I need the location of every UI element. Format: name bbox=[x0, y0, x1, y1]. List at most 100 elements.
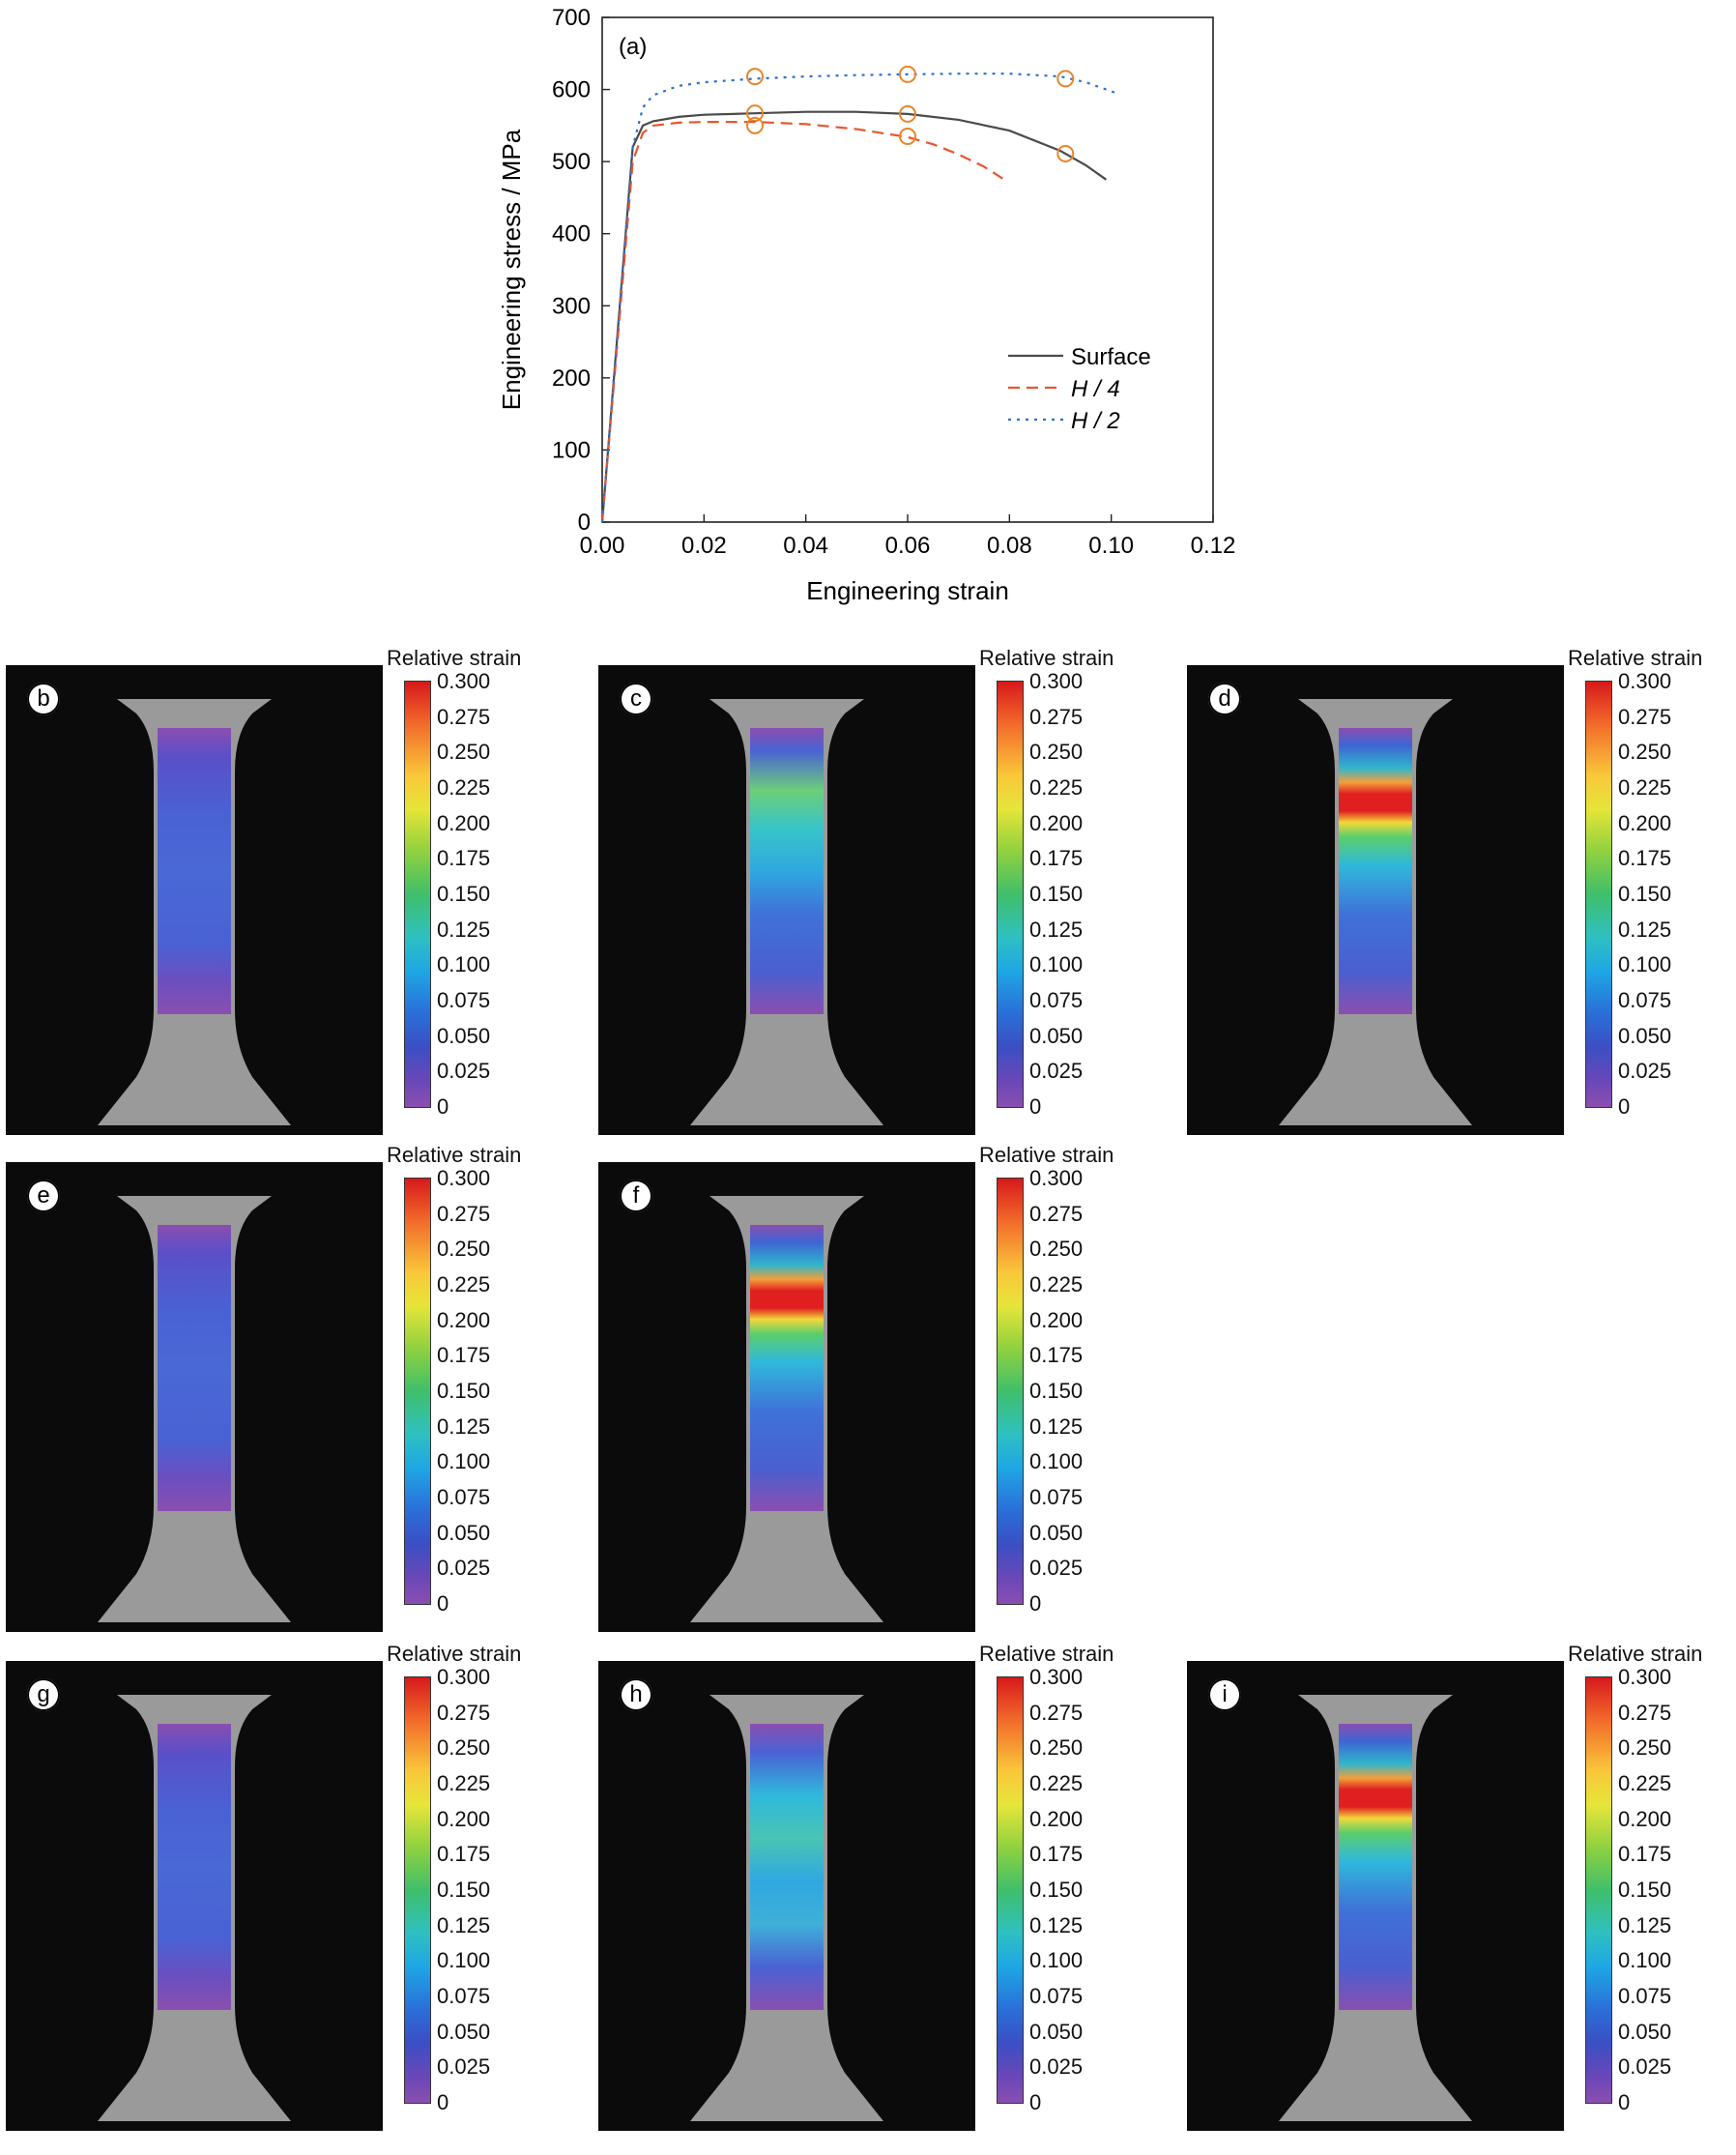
strain-map-panel: g bbox=[6, 1661, 383, 2131]
colorbar-tick-label: 0.050 bbox=[437, 1520, 491, 1545]
specimen-image bbox=[690, 1196, 883, 1622]
series-line-2 bbox=[600, 121, 1005, 523]
chart-panel-label: (a) bbox=[619, 34, 647, 60]
y-tick-label: 0 bbox=[578, 510, 591, 536]
strain-field bbox=[750, 728, 824, 1014]
specimen-image bbox=[690, 1695, 883, 2121]
axis-ticks: 0.00 0.02 0.04 0.06 0.08 0.10 0.12 0 100 200 300 40… bbox=[552, 5, 1235, 559]
colorbar-tick-label: 0.200 bbox=[1029, 1806, 1084, 1831]
colorbar-gradient bbox=[404, 1676, 431, 2104]
colorbar-gradient bbox=[404, 1178, 431, 1605]
panel-label: b bbox=[27, 683, 60, 715]
colorbar-tick-label: 0 bbox=[1029, 2090, 1042, 2114]
strain-field bbox=[158, 728, 231, 1014]
colorbar-tick-label: 0 bbox=[1029, 1591, 1042, 1616]
colorbar-tick-label: 0.075 bbox=[437, 1485, 491, 1509]
colorbar-title: Relative strain bbox=[979, 646, 1114, 670]
specimen-image bbox=[690, 699, 883, 1125]
colorbar-tick-label: 0.225 bbox=[437, 775, 491, 800]
strain-map-panel: b bbox=[6, 665, 383, 1135]
colorbar-gradient bbox=[404, 681, 431, 1108]
colorbar-tick-label: 0.150 bbox=[437, 1379, 491, 1403]
strain-field bbox=[158, 1724, 231, 2010]
colorbar-tick-label: 0 bbox=[1618, 2090, 1631, 2114]
colorbar-tick-label: 0.175 bbox=[1029, 846, 1084, 871]
panel-label: d bbox=[1208, 683, 1241, 715]
colorbar-tick-label: 0 bbox=[437, 1094, 449, 1119]
series-line-3 bbox=[600, 73, 1117, 523]
colorbar-tick-label: 0.125 bbox=[1618, 1912, 1672, 1937]
y-tick-label: 700 bbox=[552, 5, 591, 31]
colorbar-tick-label: 0.300 bbox=[437, 669, 491, 693]
colorbar-tick-label: 0.100 bbox=[1029, 1948, 1084, 1973]
x-tick-label: 0.04 bbox=[783, 533, 828, 559]
colorbar-title: Relative strain bbox=[387, 1143, 522, 1167]
specimen-image bbox=[98, 699, 291, 1125]
colorbar-tick-label: 0.050 bbox=[1618, 1023, 1672, 1048]
colorbar-tick-label: 0.250 bbox=[1618, 1735, 1672, 1761]
y-axis-label: Engineering stress / MPa bbox=[497, 129, 526, 410]
y-tick-label: 200 bbox=[552, 365, 591, 392]
series-marker bbox=[1056, 70, 1075, 88]
colorbar-tick-label: 0.275 bbox=[437, 1201, 491, 1226]
x-axis-label: Engineering strain bbox=[806, 576, 1009, 605]
panel-label: f bbox=[620, 1179, 652, 1212]
colorbar-tick-label: 0.100 bbox=[1029, 1449, 1084, 1474]
series-marker bbox=[899, 65, 916, 83]
colorbar-tick-label: 0 bbox=[437, 2090, 449, 2114]
colorbar-gradient bbox=[1585, 681, 1612, 1108]
colorbar-tick-label: 0.250 bbox=[437, 1237, 491, 1262]
colorbar-tick-label: 0.125 bbox=[1029, 917, 1084, 942]
colorbar-title: Relative strain bbox=[387, 646, 522, 670]
colorbar-tick-label: 0.250 bbox=[1029, 1237, 1084, 1262]
series-marker bbox=[899, 104, 916, 123]
plot-frame bbox=[601, 16, 1214, 523]
colorbar-tick-label: 0.275 bbox=[1618, 704, 1672, 729]
colorbar-tick-label: 0.125 bbox=[437, 917, 491, 942]
specimen-image bbox=[98, 1695, 291, 2121]
strain-field bbox=[158, 1225, 231, 1511]
colorbar-tick-label: 0.150 bbox=[1029, 1379, 1084, 1403]
colorbar-tick-label: 0.100 bbox=[437, 1948, 491, 1973]
colorbar-tick-label: 0.300 bbox=[1029, 1166, 1084, 1190]
colorbar-tick-label: 0.250 bbox=[437, 1735, 491, 1761]
strain-field bbox=[750, 1724, 824, 2010]
colorbar-tick-label: 0.225 bbox=[1618, 1771, 1672, 1795]
colorbar-tick-label: 0.125 bbox=[437, 1413, 491, 1439]
colorbar-tick-label: 0.275 bbox=[437, 1700, 491, 1725]
colorbar-tick-label: 0.200 bbox=[1029, 810, 1084, 835]
specimen-image bbox=[98, 1196, 291, 1622]
colorbar-tick-label: 0.050 bbox=[1029, 1023, 1084, 1048]
colorbar-tick-label: 0.175 bbox=[437, 846, 491, 871]
colorbar-tick-label: 0.250 bbox=[1029, 740, 1084, 765]
colorbar-tick-label: 0.150 bbox=[1029, 1878, 1084, 1902]
colorbar-tick-label: 0.200 bbox=[437, 1307, 491, 1332]
stress-strain-chart: (a) 0.00 0.02 0.04 0.06 0.08 0.10 0.12 0 100 200 3… bbox=[497, 5, 1235, 605]
colorbar-tick-label: 0.050 bbox=[1029, 1520, 1084, 1545]
colorbar-tick-label: 0.150 bbox=[1618, 1878, 1672, 1902]
series-group bbox=[600, 65, 1117, 523]
colorbar-tick-label: 0.300 bbox=[1029, 1665, 1084, 1689]
colorbar-tick-label: 0.025 bbox=[437, 2054, 491, 2080]
strain-map-panel: c bbox=[598, 665, 975, 1135]
x-tick-label: 0.12 bbox=[1191, 533, 1236, 559]
legend-label: Surface bbox=[1071, 344, 1151, 370]
specimen-image bbox=[1279, 1695, 1472, 2121]
colorbar-tick-label: 0.150 bbox=[1618, 882, 1672, 906]
legend: Surface H / 4 H / 2 bbox=[1008, 344, 1151, 434]
colorbar-tick-label: 0.025 bbox=[1618, 1059, 1672, 1084]
colorbar-tick-label: 0.250 bbox=[1618, 740, 1672, 765]
strain-map-panel: d bbox=[1187, 665, 1564, 1135]
x-tick-label: 0.06 bbox=[885, 533, 931, 559]
colorbar-tick-label: 0.025 bbox=[1029, 1059, 1084, 1084]
colorbar-tick-label: 0.100 bbox=[1618, 952, 1672, 977]
colorbar-tick-label: 0.300 bbox=[1618, 1665, 1672, 1689]
panel-label: g bbox=[27, 1678, 60, 1711]
colorbar-tick-label: 0.050 bbox=[1618, 2019, 1672, 2044]
colorbar-title: Relative strain bbox=[1568, 1642, 1703, 1666]
panel-label: i bbox=[1208, 1678, 1241, 1711]
colorbar-tick-label: 0.075 bbox=[437, 1984, 491, 2008]
series-marker bbox=[746, 116, 764, 134]
colorbar-tick-label: 0.300 bbox=[437, 1665, 491, 1689]
strain-map-panel: i bbox=[1187, 1661, 1564, 2131]
